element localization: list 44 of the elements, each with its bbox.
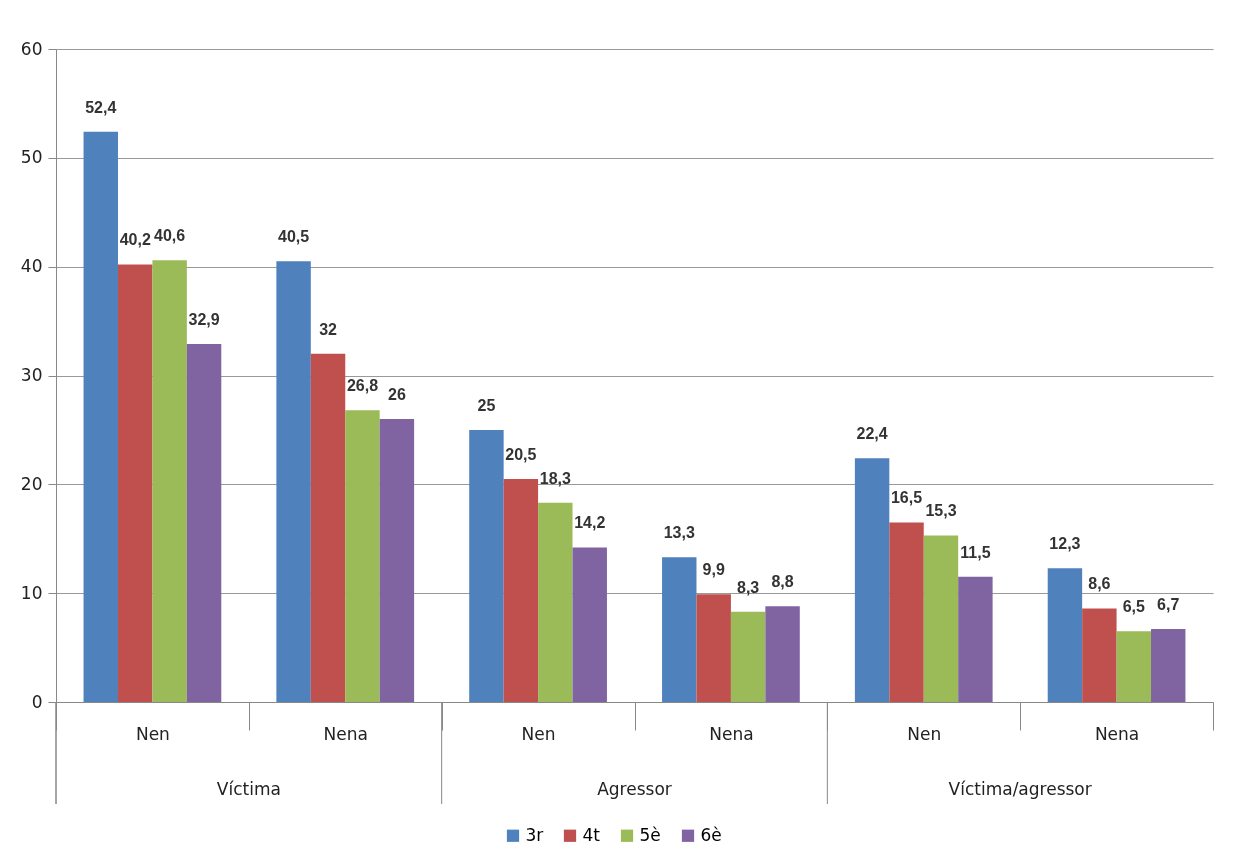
y-tick-label: 30 <box>20 365 43 385</box>
data-label: 8,8 <box>771 573 794 591</box>
y-tick-label: 0 <box>31 691 43 712</box>
y-tick-label: 60 <box>20 38 43 59</box>
legend-label: 3r <box>525 824 544 845</box>
text: Agressor <box>597 779 672 799</box>
legend-label: 6è <box>700 824 722 845</box>
x-tick-label: Nena <box>1094 723 1140 744</box>
data-label: 6,5 <box>1122 598 1146 616</box>
data-label: 12,3 <box>1049 535 1081 553</box>
data-label: 16,5 <box>890 489 923 507</box>
y-tick-label: 20 <box>20 473 43 494</box>
data-label: 40,2 <box>119 231 151 249</box>
data-label: 8,3 <box>737 578 760 596</box>
data-label: 6,7 <box>1157 596 1180 614</box>
data-label: 52,4 <box>85 98 117 116</box>
data-label: 32 <box>319 320 338 338</box>
data-label: 26 <box>388 386 406 404</box>
data-label: 40,5 <box>278 228 310 246</box>
data-label: 14,2 <box>574 514 606 532</box>
y-tick-label: 50 <box>20 147 43 168</box>
text: Víctima/agressor <box>948 779 1092 799</box>
x-tick-label: Nena <box>323 723 368 744</box>
data-label: 18,3 <box>539 469 571 487</box>
data-label: 15,3 <box>925 502 957 520</box>
data-label: 9,9 <box>702 561 725 579</box>
data-label: 40,6 <box>154 227 186 245</box>
y-tick-label: 10 <box>20 582 43 603</box>
x-tick-label: Nena <box>709 723 754 744</box>
x-tick-label: Nen <box>521 723 556 744</box>
legend-label: 4t <box>582 824 601 845</box>
data-label: 8,6 <box>1088 575 1111 593</box>
data-label: 11,5 <box>960 543 991 561</box>
data-label: 20,5 <box>505 445 537 463</box>
text: Víctima <box>216 779 281 799</box>
data-label: 25 <box>477 396 496 414</box>
y-tick-label: 40 <box>20 256 43 277</box>
x-tick-label: Nen <box>907 723 942 744</box>
data-label: 22,4 <box>856 425 888 443</box>
data-label: 26,8 <box>346 377 379 395</box>
data-label: 32,9 <box>188 310 220 328</box>
data-label: 13,3 <box>663 524 695 542</box>
x-tick-label: Nen <box>135 723 170 744</box>
legend-label: 5è <box>639 824 661 845</box>
